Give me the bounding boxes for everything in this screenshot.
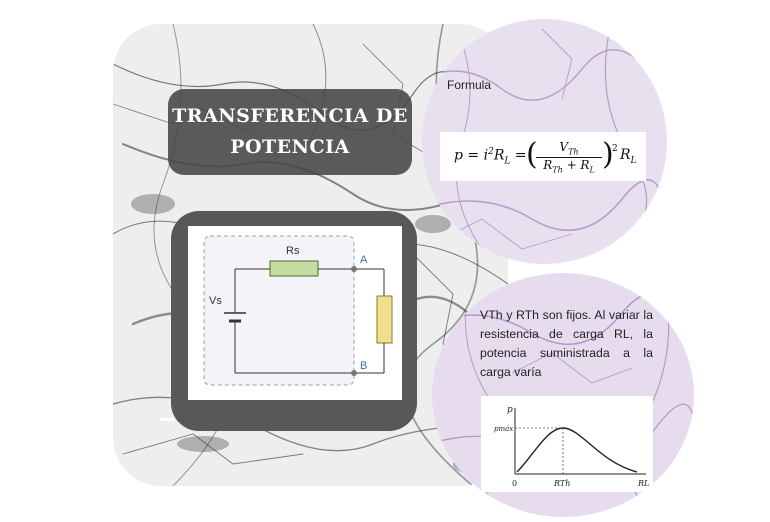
formula-num-sub: Th [568,147,579,157]
formula-right-paren: ) [602,137,614,172]
title-box: TRANSFERENCIA DE POTENCIA [168,89,412,175]
vs-label: Vs [209,295,222,307]
graph-zero-label: 0 [512,479,517,488]
formula-num-v: V [559,140,569,154]
load-resistor [376,295,393,344]
formula-denominator: RTh + RL [536,158,602,174]
resistor-rs [269,260,319,277]
node-a-label: A [360,254,368,266]
formula-left-paren: ( [526,137,538,172]
formula-fraction-bar [536,157,602,159]
node-b-dot [351,370,357,376]
power-curve [516,427,638,473]
dash-mark [160,418,174,421]
formula-den-sub: Th [552,165,563,175]
rs-label: Rs [286,245,300,257]
title-line-2: POTENCIA [230,136,350,158]
formula-rl-sub: L [504,156,511,167]
formula-label: Formula [447,78,492,92]
power-formula: p = i2RL = ( VTh RTh + RL ) 2 RL [440,132,646,181]
formula-power: 2 [612,144,618,154]
formula-tail-sub: L [630,155,637,166]
formula-equals: = [514,147,527,164]
power-graph: p pmáx 0 RTh RL [481,396,653,492]
formula-tail-r: R [620,147,631,163]
formula-numerator: VTh [536,140,602,156]
formula-rl: R [493,147,505,164]
circuit-boundary [203,235,355,386]
title-line-1: TRANSFERENCIA DE [172,105,408,127]
description-text: VTh y RTh son fijos. Al variar la resist… [480,308,653,379]
graph-y-label: p [507,405,513,415]
graph-x-label: RL [637,479,649,488]
circuit-diagram: Rs Vs A B [188,226,402,400]
formula-den-plus: + R [562,158,590,173]
node-a-dot [351,266,357,272]
formula-square: 2 [488,147,494,157]
formula-lhs: p = i [454,147,489,164]
formula-den-r: R [543,158,553,173]
graph-rth-label: RTh [553,479,570,488]
graph-pmax-label: pmáx [494,425,513,433]
node-b-label: B [360,360,367,372]
formula-den-sub2: L [589,165,595,175]
